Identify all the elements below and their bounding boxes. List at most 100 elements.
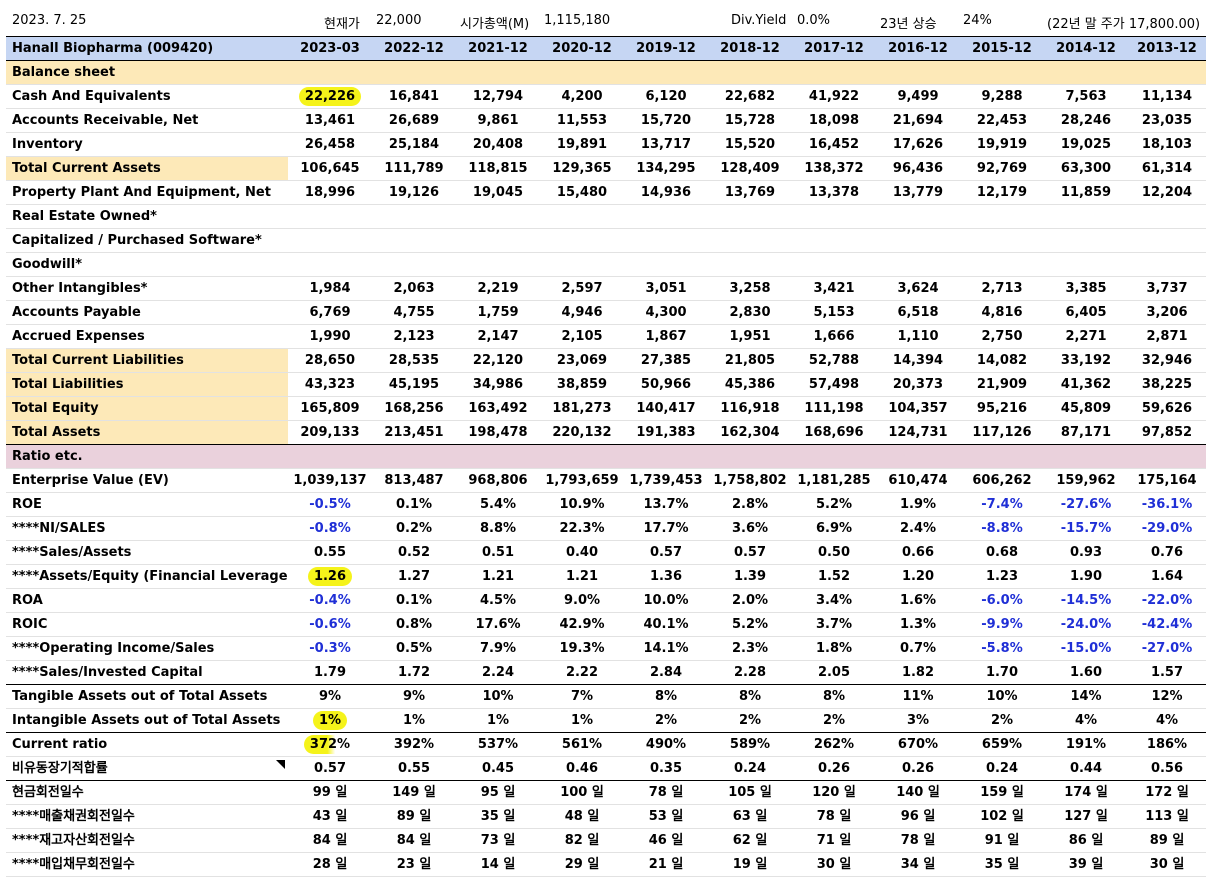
value-cell[interactable]: 968,806: [456, 468, 540, 493]
value-cell[interactable]: 19 일: [708, 852, 792, 877]
value-cell[interactable]: 23,035: [1128, 108, 1206, 133]
value-cell[interactable]: 111,789: [372, 156, 456, 181]
row-label[interactable]: ****Operating Income/Sales: [6, 636, 288, 661]
value-cell[interactable]: 6.9%: [792, 516, 876, 541]
value-cell[interactable]: 659%: [960, 732, 1044, 757]
value-cell[interactable]: 0.57: [708, 540, 792, 565]
row-label[interactable]: 비유동장기적합률: [6, 756, 288, 781]
value-cell[interactable]: 140,417: [624, 396, 708, 421]
value-cell[interactable]: 2.05: [792, 660, 876, 685]
value-cell[interactable]: 1.20: [876, 564, 960, 589]
row-label[interactable]: Tangible Assets out of Total Assets: [6, 684, 288, 709]
row-label[interactable]: Inventory: [6, 132, 288, 157]
row-label[interactable]: ROIC: [6, 612, 288, 637]
row-label[interactable]: Property Plant And Equipment, Net: [6, 180, 288, 205]
value-cell[interactable]: 1,181,285: [792, 468, 876, 493]
value-cell[interactable]: 5.2%: [708, 612, 792, 637]
value-cell[interactable]: 0.55: [288, 540, 372, 565]
value-cell[interactable]: 96,436: [876, 156, 960, 181]
value-cell[interactable]: 10.0%: [624, 588, 708, 613]
value-cell[interactable]: -14.5%: [1044, 588, 1128, 613]
value-cell[interactable]: 19,025: [1044, 132, 1128, 157]
value-cell[interactable]: 372%: [288, 732, 372, 757]
value-cell[interactable]: [540, 228, 624, 253]
row-label[interactable]: Total Current Liabilities: [6, 348, 288, 373]
value-cell[interactable]: 186%: [1128, 732, 1206, 757]
value-cell[interactable]: 0.7%: [876, 636, 960, 661]
value-cell[interactable]: 0.52: [372, 540, 456, 565]
value-cell[interactable]: 0.8%: [372, 612, 456, 637]
value-cell[interactable]: 28 일: [288, 852, 372, 877]
value-cell[interactable]: 20,408: [456, 132, 540, 157]
value-cell[interactable]: -36.1%: [1128, 492, 1206, 517]
value-cell[interactable]: [1128, 204, 1206, 229]
value-cell[interactable]: 4,200: [540, 84, 624, 109]
value-cell[interactable]: 209,133: [288, 420, 372, 445]
value-cell[interactable]: 1.70: [960, 660, 1044, 685]
value-cell[interactable]: 113 일: [1128, 804, 1206, 829]
value-cell[interactable]: 7%: [540, 684, 624, 709]
value-cell[interactable]: 2,123: [372, 324, 456, 349]
value-cell[interactable]: -0.5%: [288, 492, 372, 517]
value-cell[interactable]: -0.6%: [288, 612, 372, 637]
value-cell[interactable]: 78 일: [624, 780, 708, 805]
value-cell[interactable]: [456, 252, 540, 277]
value-cell[interactable]: 11,859: [1044, 180, 1128, 205]
value-cell[interactable]: 0.26: [792, 756, 876, 781]
value-cell[interactable]: [624, 204, 708, 229]
value-cell[interactable]: 6,769: [288, 300, 372, 325]
value-cell[interactable]: 128,409: [708, 156, 792, 181]
row-label[interactable]: Total Liabilities: [6, 372, 288, 397]
value-cell[interactable]: 19,891: [540, 132, 624, 157]
row-label[interactable]: ****NI/SALES: [6, 516, 288, 541]
value-cell[interactable]: -0.8%: [288, 516, 372, 541]
value-cell[interactable]: 2,713: [960, 276, 1044, 301]
value-cell[interactable]: -15.0%: [1044, 636, 1128, 661]
value-cell[interactable]: 0.26: [876, 756, 960, 781]
value-cell[interactable]: 0.35: [624, 756, 708, 781]
value-cell[interactable]: 561%: [540, 732, 624, 757]
row-label[interactable]: ****매출채권회전일수: [6, 804, 288, 829]
value-cell[interactable]: 606,262: [960, 468, 1044, 493]
value-cell[interactable]: 43 일: [288, 804, 372, 829]
value-cell[interactable]: 175,164: [1128, 468, 1206, 493]
value-cell[interactable]: 0.1%: [372, 492, 456, 517]
value-cell[interactable]: 0.51: [456, 540, 540, 565]
value-cell[interactable]: 0.56: [1128, 756, 1206, 781]
value-cell[interactable]: 42.9%: [540, 612, 624, 637]
value-cell[interactable]: 0.57: [624, 540, 708, 565]
value-cell[interactable]: 1%: [456, 708, 540, 733]
value-cell[interactable]: [1128, 228, 1206, 253]
value-cell[interactable]: 0.5%: [372, 636, 456, 661]
value-cell[interactable]: 181,273: [540, 396, 624, 421]
value-cell[interactable]: 29 일: [540, 852, 624, 877]
value-cell[interactable]: 102 일: [960, 804, 1044, 829]
value-cell[interactable]: 3.4%: [792, 588, 876, 613]
value-cell[interactable]: 89 일: [1128, 828, 1206, 853]
value-cell[interactable]: [792, 204, 876, 229]
value-cell[interactable]: 18,098: [792, 108, 876, 133]
value-cell[interactable]: 0.55: [372, 756, 456, 781]
value-cell[interactable]: 25,184: [372, 132, 456, 157]
value-cell[interactable]: [876, 204, 960, 229]
row-label[interactable]: Total Assets: [6, 420, 288, 445]
value-cell[interactable]: 116,918: [708, 396, 792, 421]
value-cell[interactable]: 3,385: [1044, 276, 1128, 301]
value-cell[interactable]: -27.0%: [1128, 636, 1206, 661]
value-cell[interactable]: 5.2%: [792, 492, 876, 517]
value-cell[interactable]: 100 일: [540, 780, 624, 805]
value-cell[interactable]: 2,750: [960, 324, 1044, 349]
value-cell[interactable]: [624, 252, 708, 277]
value-cell[interactable]: [960, 252, 1044, 277]
value-cell[interactable]: 15,520: [708, 132, 792, 157]
value-cell[interactable]: 19.3%: [540, 636, 624, 661]
value-cell[interactable]: 41,922: [792, 84, 876, 109]
row-label[interactable]: Intangible Assets out of Total Assets: [6, 708, 288, 733]
value-cell[interactable]: -6.0%: [960, 588, 1044, 613]
comment-indicator-icon[interactable]: [276, 760, 285, 769]
value-cell[interactable]: 610,474: [876, 468, 960, 493]
value-cell[interactable]: 127 일: [1044, 804, 1128, 829]
value-cell[interactable]: -24.0%: [1044, 612, 1128, 637]
value-cell[interactable]: 23,069: [540, 348, 624, 373]
value-cell[interactable]: 1%: [288, 708, 372, 733]
